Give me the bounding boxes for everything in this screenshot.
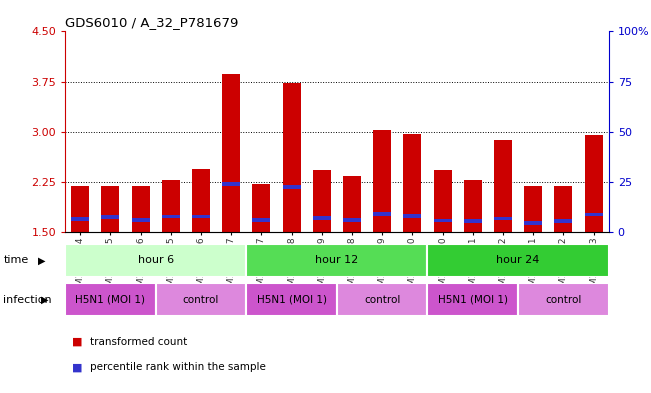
Bar (65, 283, 156, 316)
Bar (494, 140, 512, 232)
Bar (192, 215, 210, 219)
Bar (524, 186, 542, 232)
Bar (434, 170, 452, 232)
Text: H5N1 (MOI 1): H5N1 (MOI 1) (256, 295, 327, 305)
Text: ■: ■ (72, 362, 82, 373)
Bar (71, 186, 89, 232)
Bar (585, 213, 603, 216)
Text: ▶: ▶ (41, 295, 49, 305)
Text: control: control (364, 295, 400, 305)
Text: infection: infection (3, 295, 52, 305)
Text: ▶: ▶ (38, 255, 46, 265)
Bar (222, 73, 240, 232)
Bar (253, 184, 270, 232)
Bar (524, 221, 542, 225)
Bar (464, 180, 482, 232)
Bar (102, 215, 120, 219)
Bar (518, 283, 609, 316)
Bar (156, 283, 246, 316)
Text: control: control (183, 295, 219, 305)
Bar (555, 219, 572, 223)
Bar (373, 212, 391, 216)
Text: control: control (545, 295, 581, 305)
Text: percentile rank within the sample: percentile rank within the sample (90, 362, 266, 373)
Text: time: time (3, 255, 29, 265)
Text: GDS6010 / A_32_P781679: GDS6010 / A_32_P781679 (65, 16, 238, 29)
Bar (132, 218, 150, 222)
Bar (343, 176, 361, 232)
Bar (404, 134, 421, 232)
Bar (246, 283, 337, 316)
Text: hour 24: hour 24 (497, 255, 540, 265)
Bar (71, 217, 89, 221)
Bar (283, 185, 301, 189)
Bar (464, 219, 482, 223)
Bar (494, 217, 512, 220)
Bar (192, 169, 210, 232)
Bar (161, 215, 180, 219)
Bar (428, 283, 518, 316)
Bar (246, 244, 428, 277)
Bar (132, 186, 150, 232)
Bar (65, 244, 246, 277)
Bar (343, 218, 361, 222)
Bar (555, 186, 572, 232)
Bar (337, 283, 428, 316)
Text: hour 12: hour 12 (315, 255, 359, 265)
Text: H5N1 (MOI 1): H5N1 (MOI 1) (76, 295, 145, 305)
Text: hour 6: hour 6 (137, 255, 174, 265)
Text: ■: ■ (72, 337, 82, 347)
Bar (428, 244, 609, 277)
Bar (222, 182, 240, 185)
Bar (102, 186, 119, 232)
Text: transformed count: transformed count (90, 337, 187, 347)
Text: H5N1 (MOI 1): H5N1 (MOI 1) (437, 295, 508, 305)
Bar (404, 214, 421, 218)
Bar (312, 216, 331, 220)
Bar (161, 180, 180, 232)
Bar (253, 218, 270, 222)
Bar (585, 135, 603, 232)
Bar (283, 83, 301, 232)
Bar (373, 130, 391, 232)
Bar (434, 219, 452, 222)
Bar (312, 170, 331, 232)
